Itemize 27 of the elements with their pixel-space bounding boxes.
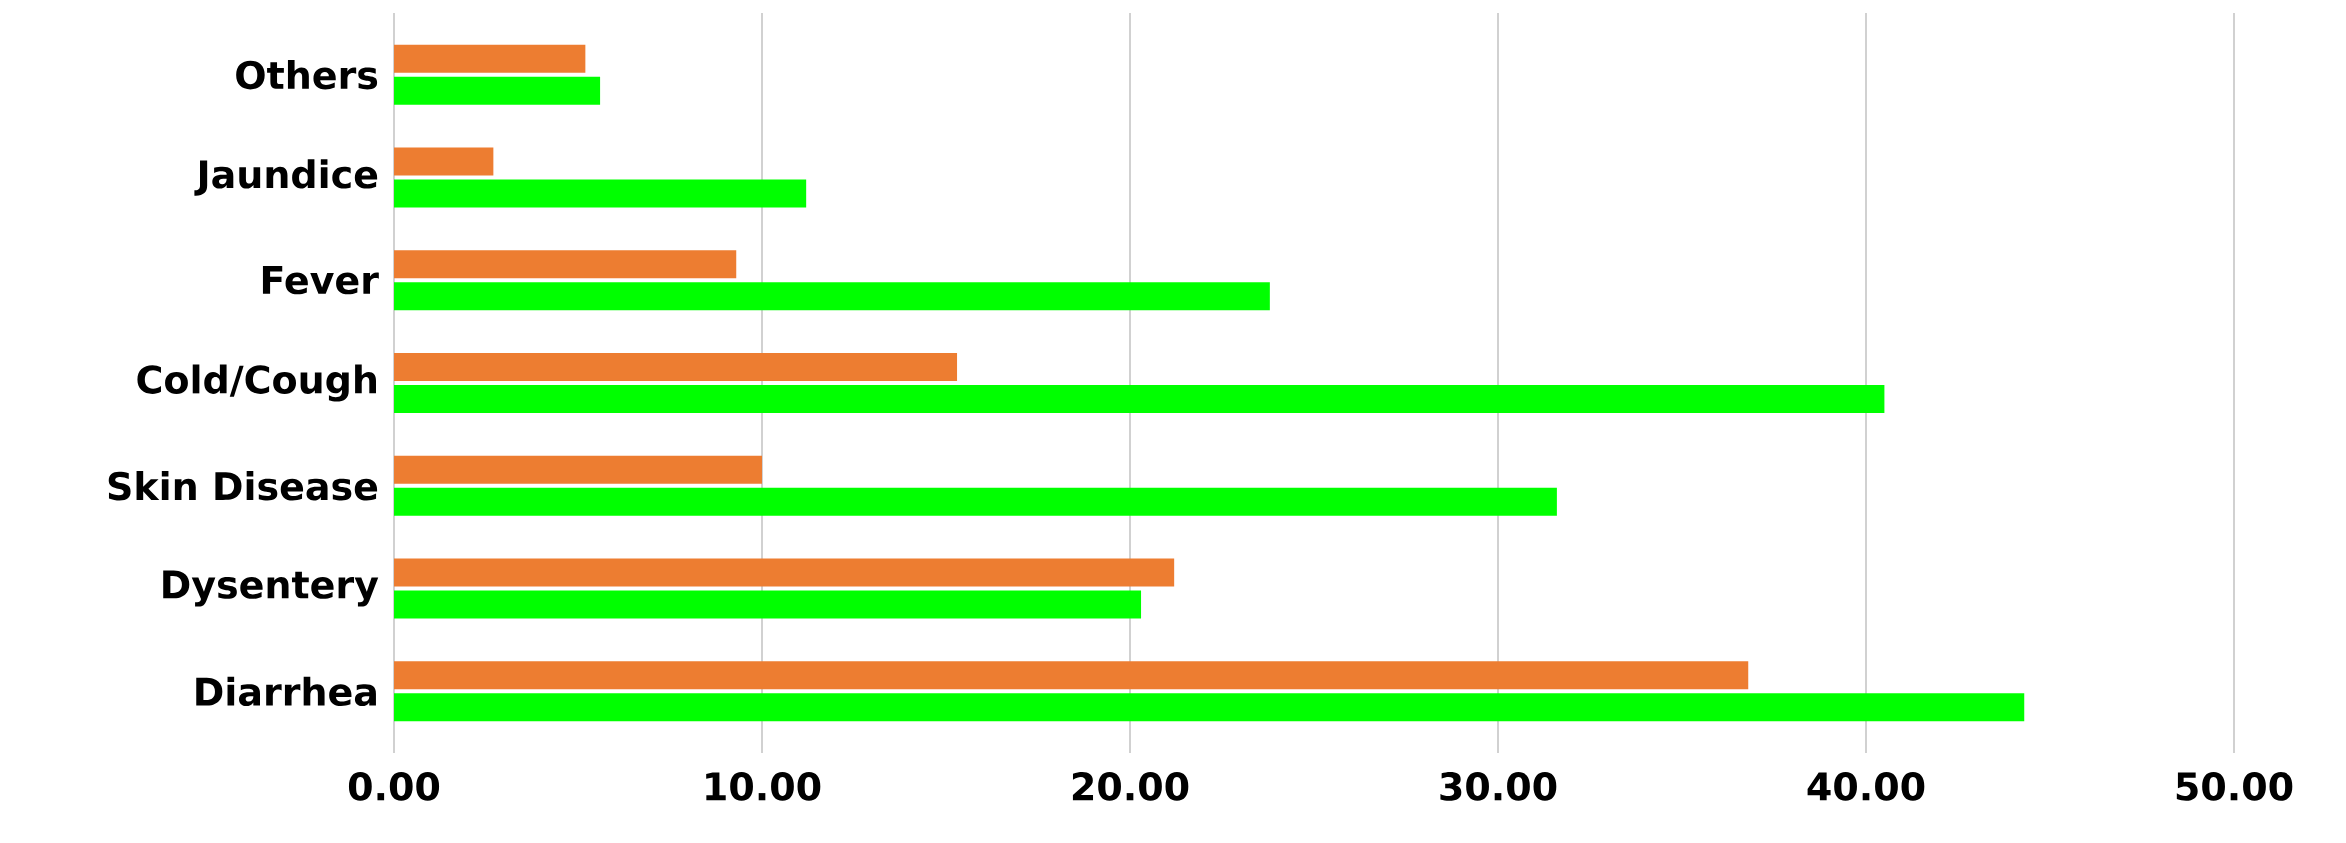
bar [394, 179, 807, 208]
x-tick-label: 20.00 [1072, 772, 1189, 801]
bar [394, 353, 958, 382]
x-tick-label: 10.00 [706, 772, 821, 801]
bar [394, 76, 601, 105]
bar [394, 147, 494, 176]
bar [394, 250, 737, 279]
bar [394, 487, 1557, 516]
x-tick-label: 30.00 [1440, 772, 1557, 801]
bar [394, 385, 1885, 414]
bar [394, 44, 586, 73]
x-tick-label: 40.00 [1807, 772, 1925, 801]
y-tick-label: Skin Disease [108, 471, 378, 501]
y-tick-label: Dysentery [163, 570, 379, 607]
bar [394, 282, 1270, 311]
y-tick-label: Cold/Cough [137, 364, 376, 402]
x-tick-label: 50.00 [2176, 772, 2293, 801]
bar [394, 558, 1175, 587]
bar [394, 693, 2025, 722]
y-tick-label: Jaundice [194, 159, 378, 196]
y-tick-label: Fever [262, 266, 379, 295]
bar [394, 455, 763, 484]
y-tick-label: Others [236, 59, 378, 90]
x-tick-label: 0.00 [348, 772, 440, 801]
bar [394, 590, 1142, 619]
y-tick-label: Diarrhea [196, 676, 376, 707]
bar [394, 661, 1749, 690]
